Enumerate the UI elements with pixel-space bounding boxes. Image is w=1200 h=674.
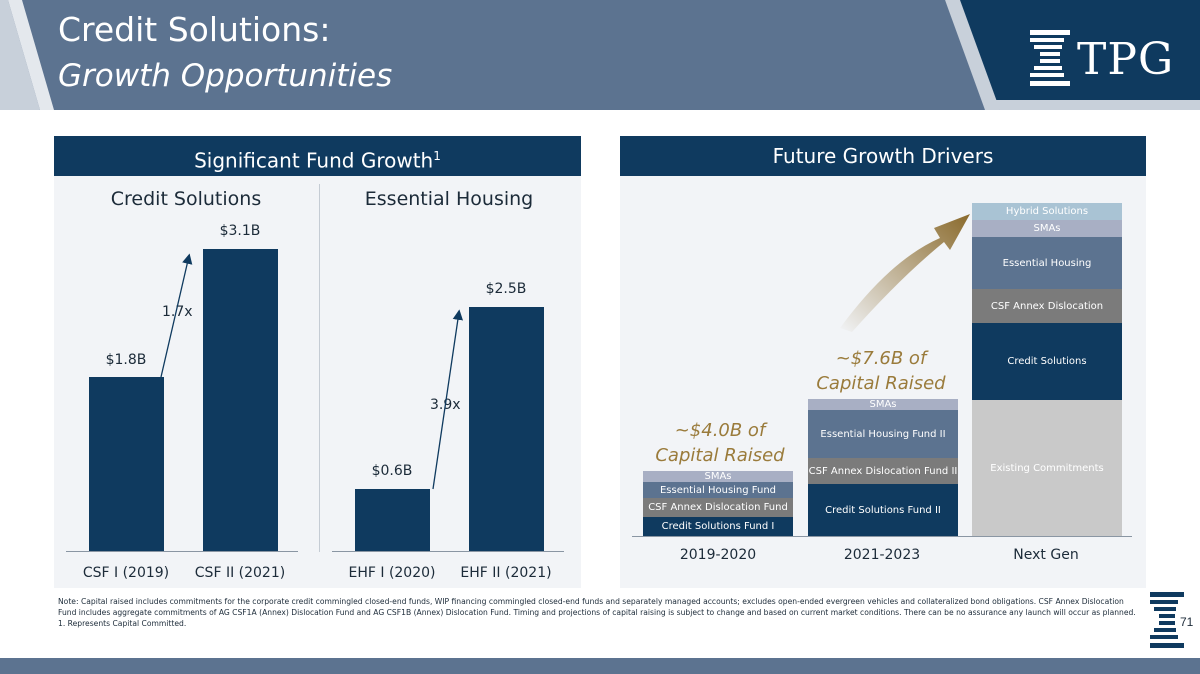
seg-2021-essential-housing: Essential Housing Fund II — [808, 410, 958, 458]
seg-next-essential-housing: Essential Housing — [972, 237, 1122, 289]
seg-2019-csf-annex: CSF Annex Dislocation Fund — [643, 498, 793, 517]
panel-divider — [319, 184, 320, 552]
bar-ehf-1 — [355, 489, 430, 551]
page-subtitle: Growth Opportunities — [58, 58, 393, 94]
seg-next-existing: Existing Commitments — [972, 400, 1122, 536]
period-next-gen: Next Gen — [1013, 547, 1079, 563]
future-growth-heading: Future Growth Drivers — [620, 136, 1146, 176]
bar-ehf-2 — [469, 307, 544, 551]
capital-raised-2019: ~$4.0B of Capital Raised — [655, 420, 785, 466]
seg-next-hybrid: Hybrid Solutions — [972, 203, 1122, 220]
seg-2019-credit-solutions: Credit Solutions Fund I — [643, 517, 793, 536]
credit-solutions-title: Credit Solutions — [110, 188, 262, 210]
period-2021-2023: 2021-2023 — [843, 547, 921, 563]
x-axis-housing — [332, 551, 564, 552]
x-axis-growth — [632, 536, 1132, 537]
header-band — [0, 0, 1200, 110]
growth-curve-arrow-icon — [840, 214, 970, 332]
page-title: Credit Solutions: — [58, 10, 331, 49]
seg-next-smas: SMAs — [972, 220, 1122, 237]
seg-2019-smas: SMAs — [643, 471, 793, 482]
multiple-credit: 1.7x — [162, 304, 193, 320]
period-2019-2020: 2019-2020 — [679, 547, 757, 563]
value-label-ehf-1: $0.6B — [371, 463, 413, 479]
page-number: 71 — [1180, 615, 1194, 629]
seg-next-credit-solutions: Credit Solutions — [972, 323, 1122, 400]
x-label-ehf-1: EHF I (2020) — [348, 565, 436, 581]
tpg-logo-icon — [1030, 30, 1070, 86]
value-label-csf-2: $3.1B — [219, 223, 261, 239]
seg-2019-essential-housing: Essential Housing Fund — [643, 482, 793, 498]
value-label-csf-1: $1.8B — [105, 352, 147, 368]
value-label-ehf-2: $2.5B — [485, 281, 527, 297]
footnote-text: Note: Capital raised includes commitment… — [58, 597, 1136, 628]
seg-2021-smas: SMAs — [808, 399, 958, 410]
seg-2021-csf-annex: CSF Annex Dislocation Fund II — [808, 458, 958, 484]
bar-csf-2 — [203, 249, 278, 551]
tpg-small-logo-icon — [1150, 592, 1184, 648]
footer-band — [0, 658, 1200, 674]
growth-arrows — [160, 253, 464, 490]
capital-raised-2021: ~$7.6B of Capital Raised — [816, 348, 946, 394]
fund-growth-heading: Significant Fund Growth1 — [54, 136, 581, 176]
x-label-ehf-2: EHF II (2021) — [460, 565, 552, 581]
x-axis-credit — [66, 551, 298, 552]
x-label-csf-1: CSF I (2019) — [82, 565, 170, 581]
seg-next-csf-annex: CSF Annex Dislocation — [972, 289, 1122, 323]
essential-housing-title: Essential Housing — [364, 188, 534, 210]
tpg-logo-text: TPG — [1077, 34, 1175, 85]
bar-csf-1 — [89, 377, 164, 551]
x-label-csf-2: CSF II (2021) — [194, 565, 286, 581]
seg-2021-credit-solutions: Credit Solutions Fund II — [808, 484, 958, 536]
